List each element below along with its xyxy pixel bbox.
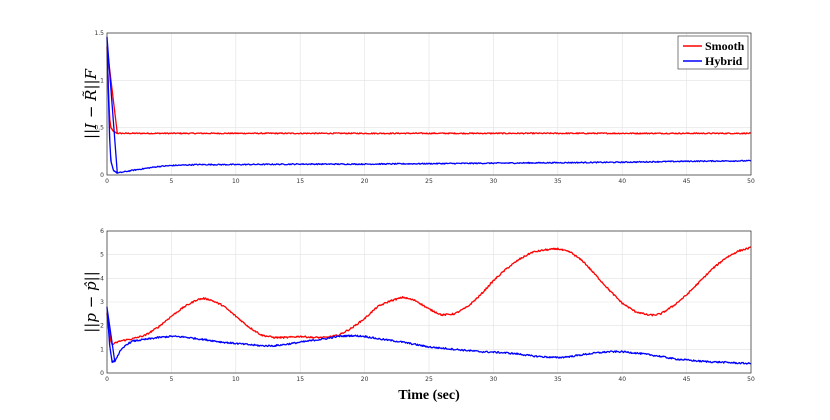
legend-label-hybrid: Hybrid	[705, 54, 743, 68]
top-xtick-label: 45	[683, 178, 691, 185]
bottom-xtick-label: 30	[490, 376, 498, 383]
top-axes-box	[106, 32, 752, 176]
legend-box	[677, 35, 749, 70]
top-panel: 0 5 10 15 20 25 30 35 40 45 50 0 0.5 1 1.5 ||I − R̃||F…	[82, 30, 755, 185]
top-xtick-label: 40	[618, 178, 626, 185]
bottom-ytick-label: 1	[100, 346, 104, 353]
top-xtick-label: 0	[105, 178, 109, 185]
bottom-ytick-label: 3	[100, 299, 104, 306]
bottom-ytick-label: 4	[100, 275, 104, 282]
top-xtick-label: 30	[490, 178, 498, 185]
top-xtick-label: 15	[296, 178, 304, 185]
top-ylabel: ||I − R̃||F	[82, 68, 100, 139]
bottom-ytick-label: 0	[100, 370, 104, 377]
bottom-ytick-label: 5	[100, 252, 104, 259]
bottom-ylabel: ||p − p̂||	[82, 271, 100, 333]
bottom-xtick-label: 35	[554, 376, 562, 383]
top-ytick-label: 1.5	[94, 30, 104, 37]
top-series-hybrid-line	[106, 36, 752, 174]
top-xtick-label: 25	[425, 178, 433, 185]
bottom-xtick-label: 10	[232, 376, 240, 383]
top-tick-labels: 0 5 10 15 20 25 30 35 40 45 50 0 0.5 1 1.5	[94, 30, 755, 185]
top-xtick-label: 10	[232, 178, 240, 185]
bottom-xtick-label: 15	[296, 376, 304, 383]
bottom-xtick-label: 5	[169, 376, 173, 383]
top-ytick-label: 0.5	[94, 125, 104, 132]
legend: Smooth Hybrid	[677, 35, 749, 70]
bottom-ytick-label: 6	[100, 228, 104, 235]
bottom-ytick-label: 2	[100, 323, 104, 330]
bottom-xtick-label: 25	[425, 376, 433, 383]
bottom-xtick-label: 20	[361, 376, 369, 383]
bottom-xtick-label: 0	[105, 376, 109, 383]
top-series-smooth-line	[106, 46, 752, 135]
top-series	[106, 36, 752, 174]
top-xtick-label: 5	[169, 178, 173, 185]
top-xtick-label: 50	[747, 178, 755, 185]
bottom-xlabel: Time (sec)	[398, 388, 460, 403]
top-ytick-label: 1	[100, 77, 104, 84]
bottom-series	[106, 246, 752, 365]
top-xtick-label: 20	[361, 178, 369, 185]
bottom-axes-box	[106, 230, 752, 374]
top-ytick-label: 0	[100, 172, 104, 179]
top-xtick-label: 35	[554, 178, 562, 185]
bottom-series-hybrid-line	[106, 306, 752, 365]
bottom-xtick-label: 40	[618, 376, 626, 383]
bottom-series-smooth-line	[106, 246, 752, 346]
bottom-xtick-label: 45	[683, 376, 691, 383]
bottom-xtick-label: 50	[747, 376, 755, 383]
legend-label-smooth: Smooth	[705, 39, 745, 53]
